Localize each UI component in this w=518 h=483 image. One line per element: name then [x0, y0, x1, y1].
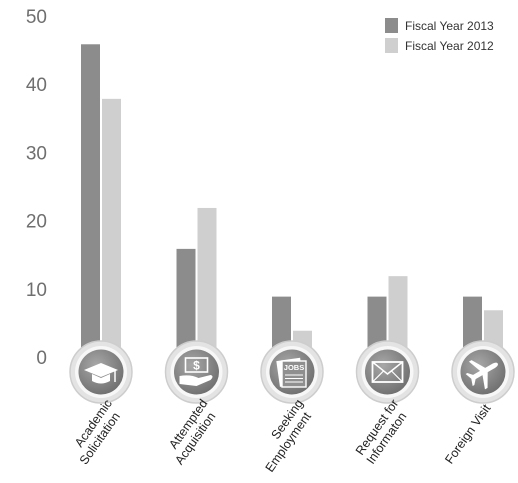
graduation-cap-icon [69, 340, 133, 404]
y-axis: 0 10 20 30 40 50 [26, 7, 47, 369]
envelope-icon [355, 340, 420, 404]
jobs-newspaper-icon: JOBS [260, 340, 324, 404]
dollar-hand-icon: $ [164, 340, 229, 404]
category-label: AttemptedAcquisition [161, 397, 222, 468]
legend-label: Fiscal Year 2012 [405, 39, 494, 53]
legend: Fiscal Year 2013 Fiscal Year 2012 [385, 18, 494, 53]
legend-swatch [385, 18, 398, 33]
y-tick-label: 20 [26, 212, 47, 233]
y-tick-label: 40 [26, 75, 47, 96]
bars [81, 44, 503, 364]
legend-swatch [385, 38, 398, 53]
legend-label: Fiscal Year 2013 [405, 19, 494, 33]
category-label: Foreign Visit [442, 401, 493, 466]
category-labels: AcademicSolicitation AttemptedAcquisition… [65, 397, 494, 475]
svg-text:$: $ [193, 359, 200, 373]
y-tick-label: 30 [26, 143, 47, 164]
airplane-icon [451, 340, 515, 404]
bar [81, 44, 100, 364]
bar [176, 248, 196, 364]
svg-text:JOBS: JOBS [284, 363, 304, 372]
bar [102, 98, 121, 364]
category-label: AcademicSolicitation [65, 397, 126, 467]
category-label: Request forInformaton [352, 397, 413, 467]
category-icons: $ JOBS [69, 340, 515, 404]
y-tick-label: 0 [36, 348, 47, 369]
y-tick-label: 50 [26, 7, 47, 28]
y-tick-label: 10 [26, 280, 47, 301]
bar [197, 207, 217, 364]
category-label: SeekingEmployment [251, 397, 317, 475]
